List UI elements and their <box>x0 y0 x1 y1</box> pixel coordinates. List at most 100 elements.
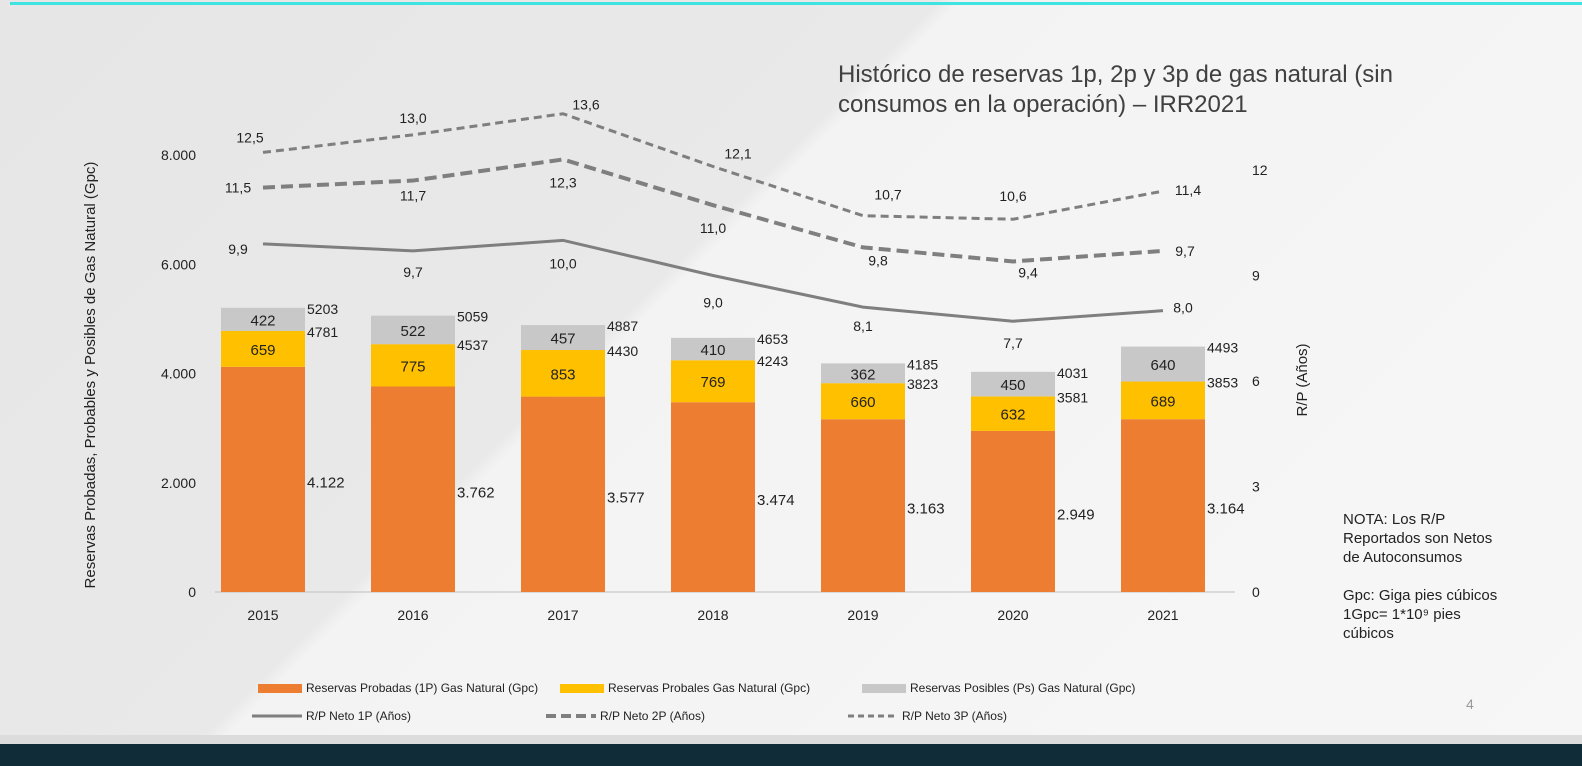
line-value-label: 10,6 <box>999 188 1026 204</box>
note-text: NOTA: Los R/P Reportados son Netos de Au… <box>1343 510 1497 643</box>
total-2p-label: 4243 <box>757 353 788 369</box>
total-3p-label: 4887 <box>607 318 638 334</box>
bar-value-label: 775 <box>400 358 425 375</box>
total-3p-label: 4493 <box>1207 340 1238 356</box>
bar-value-label: 3.164 <box>1207 501 1245 518</box>
bar-probadas <box>221 366 305 592</box>
bar-value-label: 2.949 <box>1057 506 1095 523</box>
bar-probables <box>371 344 455 387</box>
y2-tick-label: 12 <box>1252 162 1268 178</box>
bar-value-label: 4.122 <box>307 474 345 491</box>
x-tick-label: 2016 <box>397 607 428 623</box>
y-tick-label: 4.000 <box>161 366 196 382</box>
legend-item-rp2p: R/P Neto 2P (Años) <box>546 709 705 723</box>
total-2p-label: 4781 <box>307 324 338 340</box>
bar-value-label: 410 <box>700 342 725 359</box>
line-value-label: 12,1 <box>724 145 751 161</box>
x-tick-label: 2017 <box>547 607 578 623</box>
line-value-label: 12,5 <box>236 129 263 145</box>
bar-value-label: 362 <box>850 366 875 383</box>
total-2p-label: 4537 <box>457 337 488 353</box>
note-line: cúbicos <box>1343 625 1394 642</box>
line-value-label: 7,7 <box>1003 335 1023 351</box>
line-4 <box>262 157 1164 264</box>
y2-tick-label: 0 <box>1252 584 1260 600</box>
legend-label: Reservas Probales Gas Natural (Gpc) <box>608 681 811 695</box>
chart-title: Histórico de reservas 1p, 2p y 3p de gas… <box>838 61 1393 118</box>
note-line: 1Gpc= 1*10⁹ pies <box>1343 606 1461 623</box>
bar-probadas <box>671 402 755 592</box>
bar-posibles <box>821 363 905 384</box>
total-3p-label: 5059 <box>457 309 488 325</box>
legend-label: R/P Neto 2P (Años) <box>600 709 705 723</box>
line-3 <box>262 238 1164 323</box>
bar-value-label: 3.474 <box>757 492 795 509</box>
bar-posibles <box>1121 346 1205 382</box>
legend-item-posibles: Reservas Posibles (Ps) Gas Natural (Gpc) <box>862 681 1135 695</box>
note-line: Gpc: Giga pies cúbicos <box>1343 587 1498 604</box>
x-tick-label: 2015 <box>247 607 278 623</box>
total-3p-label: 4031 <box>1057 365 1088 381</box>
y-axis-label: Reservas Probadas, Probables y Posibles … <box>82 162 99 589</box>
bar-value-label: 3.762 <box>457 484 495 501</box>
line-value-label: 9,0 <box>703 295 723 311</box>
total-2p-label: 3823 <box>907 376 938 392</box>
legend-item-probadas: Reservas Probadas (1P) Gas Natural (Gpc) <box>258 681 538 695</box>
total-3p-label: 5203 <box>307 301 338 317</box>
bar-value-label: 3.577 <box>607 489 645 506</box>
total-2p-label: 3581 <box>1057 389 1088 405</box>
bar-value-label: 689 <box>1150 393 1175 410</box>
bar-probadas <box>821 419 905 592</box>
bar-probables <box>1121 381 1205 420</box>
legend-item-rp1p: R/P Neto 1P (Años) <box>252 709 411 723</box>
line-value-label: 8,0 <box>1173 300 1193 316</box>
line-value-label: 8,1 <box>853 318 873 334</box>
bar-probables <box>221 330 305 367</box>
bar-value-label: 853 <box>550 366 575 383</box>
bar-value-label: 522 <box>400 323 425 340</box>
y-tick-label: 2.000 <box>161 475 196 491</box>
bar-probables <box>821 383 905 420</box>
bar-posibles <box>371 315 455 345</box>
line-value-label: 12,3 <box>549 174 576 190</box>
bar-value-label: 640 <box>1150 357 1175 374</box>
note-line: NOTA: Los R/P <box>1343 511 1446 528</box>
line-value-label: 9,8 <box>868 252 888 268</box>
bar-probables <box>971 396 1055 431</box>
legend-label: Reservas Probadas (1P) Gas Natural (Gpc) <box>306 681 539 695</box>
y2-tick-label: 6 <box>1252 373 1260 389</box>
x-tick-label: 2021 <box>1147 607 1178 623</box>
legend-item-rp3p: R/P Neto 3P (Años) <box>848 709 1007 723</box>
bar-probadas <box>971 430 1055 592</box>
legend-label: R/P Neto 1P (Años) <box>306 709 411 723</box>
bar-posibles <box>221 307 305 331</box>
y-tick-label: 0 <box>188 584 196 600</box>
line-value-label: 13,6 <box>572 97 599 113</box>
bar-probables <box>671 360 755 403</box>
legend-label: Reservas Posibles (Ps) Gas Natural (Gpc) <box>910 681 1136 695</box>
total-2p-label: 4430 <box>607 343 638 359</box>
bar-value-label: 659 <box>250 342 275 359</box>
line-value-label: 10,7 <box>874 187 901 203</box>
y-tick-label: 6.000 <box>161 256 196 272</box>
page-number: 4 <box>1466 696 1474 712</box>
y2-axis-label: R/P (Años) <box>1294 343 1311 416</box>
bar-value-label: 769 <box>700 374 725 391</box>
bar-posibles <box>521 325 605 351</box>
footer-bar <box>0 744 1582 766</box>
bar-posibles <box>971 371 1055 397</box>
note-line: de Autoconsumos <box>1343 549 1463 566</box>
line-value-label: 11,0 <box>700 220 726 236</box>
line-value-label: 9,7 <box>1175 243 1195 259</box>
line-value-label: 11,4 <box>1175 182 1201 198</box>
total-3p-label: 4185 <box>907 356 938 372</box>
line-value-label: 9,9 <box>228 241 248 257</box>
bar-value-label: 457 <box>550 331 575 348</box>
bar-value-label: 632 <box>1000 407 1025 424</box>
note-line <box>1343 567 1497 586</box>
legend-swatch <box>560 683 604 693</box>
bar-probadas <box>1121 419 1205 592</box>
line-value-label: 13,0 <box>399 110 426 126</box>
bar-posibles <box>671 337 755 361</box>
